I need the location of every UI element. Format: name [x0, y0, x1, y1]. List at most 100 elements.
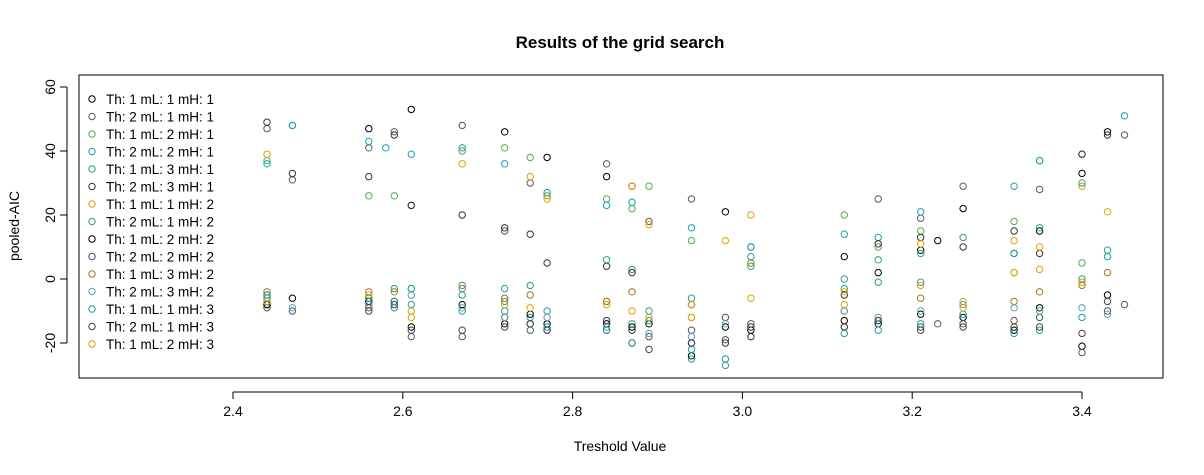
- data-point: [526, 281, 534, 290]
- legend: Th: 1 mL: 1 mH: 1 Th: 2 mL: 1 mH: 1 Th: 1 …: [88, 92, 214, 352]
- data-point: [1078, 342, 1086, 350]
- data-point: [874, 326, 882, 334]
- x-tick-label: 2.8: [563, 403, 583, 419]
- data-point: [602, 297, 611, 306]
- data-point: [917, 227, 925, 235]
- data-point: [458, 291, 466, 299]
- data-point: [1120, 300, 1129, 309]
- legend-marker: [88, 182, 96, 191]
- data-point: [645, 220, 653, 229]
- legend-item: Th: 1 mL: 2 mH: 3: [88, 337, 214, 352]
- data-point: [365, 124, 373, 133]
- legend-marker: [88, 340, 96, 348]
- x-tick-label: 2.6: [393, 403, 413, 419]
- data-point: [526, 153, 534, 162]
- data-point: [721, 355, 730, 363]
- y-axis: -20 0 20 40 60: [42, 79, 68, 353]
- data-point: [1035, 243, 1044, 251]
- data-point: [874, 316, 882, 325]
- data-point: [917, 278, 925, 286]
- legend-marker: [88, 147, 96, 156]
- data-point: [687, 339, 696, 347]
- data-point: [1035, 307, 1044, 315]
- legend-item: Th: 1 mL: 3 mH: 1: [88, 162, 214, 177]
- data-point: [501, 313, 509, 322]
- data-point: [1103, 208, 1112, 216]
- chart-title: Results of the grid search: [516, 33, 725, 52]
- data-point: [1078, 348, 1086, 357]
- data-point: [1103, 128, 1112, 136]
- data-point: [390, 300, 398, 309]
- data-point: [874, 278, 882, 286]
- data-point: [1010, 297, 1018, 306]
- x-axis-label: Treshold Value: [574, 438, 667, 454]
- legend-item: Th: 2 mL: 1 mH: 3: [88, 320, 214, 335]
- legend-marker: [88, 165, 96, 173]
- y-axis-label: pooled-AIC: [6, 191, 22, 261]
- data-point: [917, 323, 925, 331]
- data-points: [263, 105, 1129, 370]
- data-point: [645, 217, 653, 226]
- series-points: [263, 236, 1112, 360]
- data-point: [747, 294, 755, 302]
- data-point: [602, 160, 611, 168]
- data-point: [840, 307, 848, 315]
- legend-marker: [88, 112, 96, 121]
- data-point: [917, 214, 925, 222]
- data-point: [747, 252, 755, 261]
- series-points: [263, 259, 1112, 322]
- y-tick-label: 20: [42, 207, 58, 223]
- data-point: [526, 304, 534, 312]
- data-point: [687, 313, 696, 322]
- data-point: [874, 195, 882, 203]
- data-point: [526, 230, 534, 238]
- data-point: [288, 304, 297, 312]
- data-point: [1078, 169, 1086, 178]
- data-point: [721, 236, 730, 245]
- data-point: [501, 224, 509, 232]
- data-point: [407, 201, 415, 210]
- data-point: [1078, 179, 1086, 187]
- data-point: [501, 323, 509, 331]
- data-point: [1035, 185, 1044, 194]
- data-point: [288, 121, 297, 130]
- data-point: [526, 326, 534, 334]
- data-point: [543, 153, 551, 162]
- data-point: [1103, 246, 1112, 254]
- x-tick-label: 3.4: [1072, 403, 1092, 419]
- data-point: [917, 249, 925, 258]
- data-point: [458, 326, 466, 334]
- data-point: [874, 268, 882, 277]
- data-point: [390, 297, 398, 306]
- data-point: [458, 121, 466, 130]
- data-point: [917, 208, 925, 216]
- data-point: [1078, 259, 1086, 267]
- data-point: [288, 169, 297, 178]
- data-point: [874, 240, 882, 248]
- data-point: [458, 160, 466, 168]
- series-points: [263, 179, 1086, 370]
- data-point: [721, 313, 730, 322]
- data-point: [840, 316, 848, 325]
- data-point: [1078, 281, 1086, 290]
- data-point: [840, 211, 848, 219]
- data-point: [917, 281, 925, 290]
- data-point: [365, 192, 373, 200]
- legend-label: Th: 2 mL: 3 mH: 1: [106, 180, 214, 195]
- data-point: [645, 307, 653, 315]
- data-point: [458, 300, 466, 309]
- data-point: [628, 265, 636, 274]
- data-point: [1035, 224, 1044, 232]
- data-point: [959, 323, 967, 331]
- legend-label: Th: 1 mL: 2 mH: 2: [106, 232, 214, 247]
- series-points: [263, 118, 1112, 347]
- data-point: [687, 332, 696, 341]
- data-point: [407, 313, 415, 322]
- legend-label: Th: 1 mL: 3 mH: 1: [106, 162, 214, 177]
- data-point: [407, 307, 415, 315]
- data-point: [1010, 268, 1018, 277]
- data-point: [365, 307, 373, 315]
- data-point: [390, 192, 398, 200]
- legend-marker: [88, 130, 96, 138]
- data-point: [628, 307, 636, 315]
